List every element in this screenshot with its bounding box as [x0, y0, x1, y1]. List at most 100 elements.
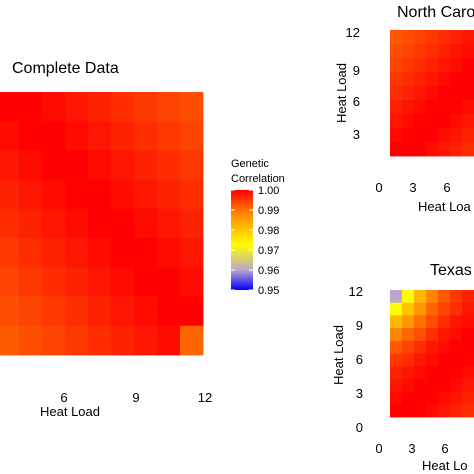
heatmap-cell	[438, 142, 451, 157]
heatmap-cell	[426, 86, 439, 101]
heatmap-cell	[0, 208, 20, 239]
y-tick-label: 12	[346, 25, 360, 40]
heatmap-cell	[65, 121, 89, 151]
heatmap-cell	[426, 378, 439, 392]
heatmap-cell	[157, 267, 181, 297]
legend-label: 0.99	[258, 205, 279, 217]
heatmap-cell	[180, 150, 204, 181]
heatmap-cell	[180, 325, 204, 356]
heatmap-cell	[414, 290, 427, 304]
heatmap-cell	[88, 150, 112, 181]
heatmap-cell	[414, 58, 427, 73]
heatmap-cell	[402, 128, 415, 143]
y-tick-label: 9	[356, 318, 363, 333]
heatmap-cell	[450, 58, 463, 73]
heatmap-cell	[402, 30, 415, 45]
heatmap-cell	[426, 30, 439, 45]
heatmap-cell	[134, 267, 158, 297]
heatmap-cell	[450, 114, 463, 129]
heatmap-cell	[450, 72, 463, 87]
heatmap-cell	[462, 72, 474, 87]
heatmap-cell	[390, 58, 403, 73]
heatmap-cell	[426, 302, 439, 316]
heatmap-cell	[180, 267, 204, 297]
heatmap-cell	[42, 267, 66, 297]
heatmap-cell	[438, 328, 451, 342]
heatmap-cell	[438, 302, 451, 316]
heatmap-cell	[414, 315, 427, 329]
heatmap-cell	[88, 296, 112, 327]
heatmap-cell	[462, 86, 474, 101]
heatmap-cell	[426, 366, 439, 380]
heatmap-cell	[450, 340, 463, 354]
heatmap-cell	[390, 30, 403, 45]
heatmap-cell	[450, 328, 463, 342]
heatmap-cell	[462, 58, 474, 73]
heatmap-cell	[134, 150, 158, 181]
heatmap-cell	[438, 72, 451, 87]
heatmap-cell	[402, 44, 415, 59]
x-axis-label: Heat Loa	[418, 199, 472, 214]
heatmap-cell	[426, 114, 439, 129]
heatmap-cell	[180, 238, 204, 268]
x-tick-label: 9	[132, 390, 139, 405]
heatmap-cell	[19, 150, 43, 181]
x-axis-label: Heat Lo	[422, 458, 468, 473]
heatmap-cell	[426, 391, 439, 405]
heatmap-cells-north-carolina	[390, 30, 474, 157]
heatmap-cell	[111, 121, 135, 151]
heatmap-cell	[462, 328, 474, 342]
heatmap-cell	[438, 128, 451, 143]
heatmap-cell	[0, 150, 20, 181]
heatmap-cell	[42, 208, 66, 239]
legend-color-bar	[231, 190, 253, 290]
heatmap-cell	[450, 142, 463, 157]
heatmap-cell	[180, 296, 204, 327]
heatmap-cell	[402, 378, 415, 392]
heatmap-cell	[390, 44, 403, 59]
heatmap-cell	[65, 296, 89, 327]
heatmap-cell	[438, 290, 451, 304]
y-axis-label: Heat Load	[331, 325, 346, 385]
heatmap-cell	[450, 86, 463, 101]
heatmap-cell	[157, 92, 181, 122]
heatmap-cell	[450, 290, 463, 304]
heatmap-cell	[402, 315, 415, 329]
heatmap-cell	[390, 366, 403, 380]
heatmap-cell	[450, 353, 463, 367]
heatmap-cell	[402, 340, 415, 354]
heatmap-cell	[65, 92, 89, 122]
heatmap-cell	[450, 44, 463, 59]
heatmap-cell	[450, 302, 463, 316]
heatmap-cell	[42, 121, 66, 151]
heatmap-cell	[65, 238, 89, 268]
heatmap-cell	[0, 325, 20, 356]
heatmap-cell	[65, 150, 89, 181]
y-tick-label: 6	[353, 94, 360, 109]
heatmap-cell	[65, 267, 89, 297]
x-tick-label: 6	[443, 180, 450, 195]
legend-label: 0.95	[258, 285, 279, 297]
heatmap-cell	[180, 121, 204, 151]
panel-north-carolina: North Caro 12 9 6 3 0 3 6 Heat Loa Heat …	[334, 4, 474, 214]
heatmap-cell	[390, 340, 403, 354]
heatmap-cell	[19, 325, 43, 356]
panel-title-complete-data: Complete Data	[12, 60, 119, 77]
y-tick-label: 9	[353, 63, 360, 78]
heatmap-cell	[438, 315, 451, 329]
heatmap-cell	[134, 238, 158, 268]
heatmap-cell	[402, 328, 415, 342]
heatmap-cell	[438, 404, 451, 418]
heatmap-cell	[0, 267, 20, 297]
heatmap-cell	[426, 58, 439, 73]
heatmap-cell	[111, 208, 135, 239]
heatmap-cell	[462, 315, 474, 329]
heatmap-cell	[19, 121, 43, 151]
heatmap-cell	[414, 128, 427, 143]
heatmap-cell	[438, 391, 451, 405]
heatmap-cell	[157, 208, 181, 239]
heatmap-cell	[19, 208, 43, 239]
heatmap-cell	[462, 340, 474, 354]
heatmap-cell	[19, 296, 43, 327]
heatmap-cell	[462, 44, 474, 59]
